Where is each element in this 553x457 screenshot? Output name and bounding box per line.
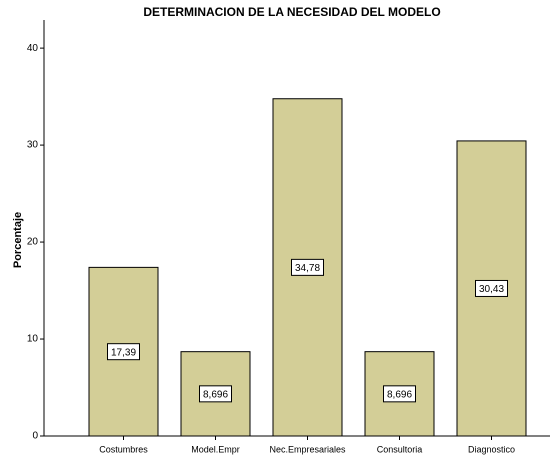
value-label: 8,696 [203,389,228,400]
x-tick-label: Model.Empr [191,444,240,454]
value-label: 30,43 [479,284,504,295]
y-tick-label: 30 [27,140,39,151]
value-label: 34,78 [295,263,320,274]
value-label-box [107,343,140,361]
y-tick-label: 0 [32,431,38,442]
x-tick-label: Diagnostico [468,444,515,454]
y-tick-label: 10 [27,334,39,345]
value-label: 8,696 [387,389,412,400]
chart-title: DETERMINACION DE LA NECESIDAD DEL MODELO [143,5,440,19]
x-tick-label: Consultoria [377,444,423,454]
x-tick-label: Costumbres [99,444,148,454]
value-label-box [475,279,508,297]
y-tick-label: 40 [27,43,39,54]
value-label: 17,39 [111,347,136,358]
y-tick-label: 20 [27,237,39,248]
y-axis-label: Porcentaje [12,212,24,268]
value-label-box [383,385,416,403]
value-label-box [199,385,232,403]
x-tick-label: Nec.Empresariales [269,444,346,454]
value-label-box [291,258,324,276]
